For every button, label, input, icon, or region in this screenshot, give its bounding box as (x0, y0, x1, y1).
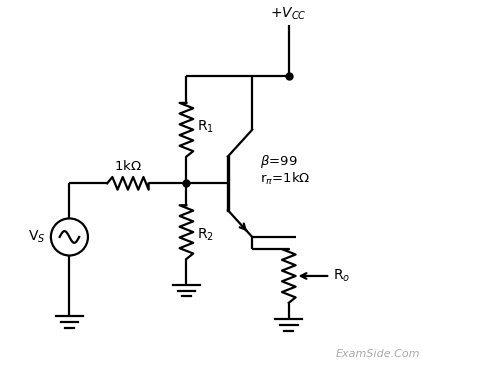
Text: R$_1$: R$_1$ (197, 119, 214, 135)
Text: R$_o$: R$_o$ (333, 268, 350, 284)
Text: 1k$\Omega$: 1k$\Omega$ (114, 159, 142, 173)
Text: $+V_{CC}$: $+V_{CC}$ (270, 6, 307, 22)
Text: ExamSide.Com: ExamSide.Com (336, 349, 420, 359)
Text: $\beta$=99: $\beta$=99 (259, 153, 297, 170)
Text: R$_2$: R$_2$ (197, 226, 214, 243)
Text: r$_\pi$=1k$\Omega$: r$_\pi$=1k$\Omega$ (259, 171, 310, 188)
Text: V$_S$: V$_S$ (28, 229, 46, 245)
